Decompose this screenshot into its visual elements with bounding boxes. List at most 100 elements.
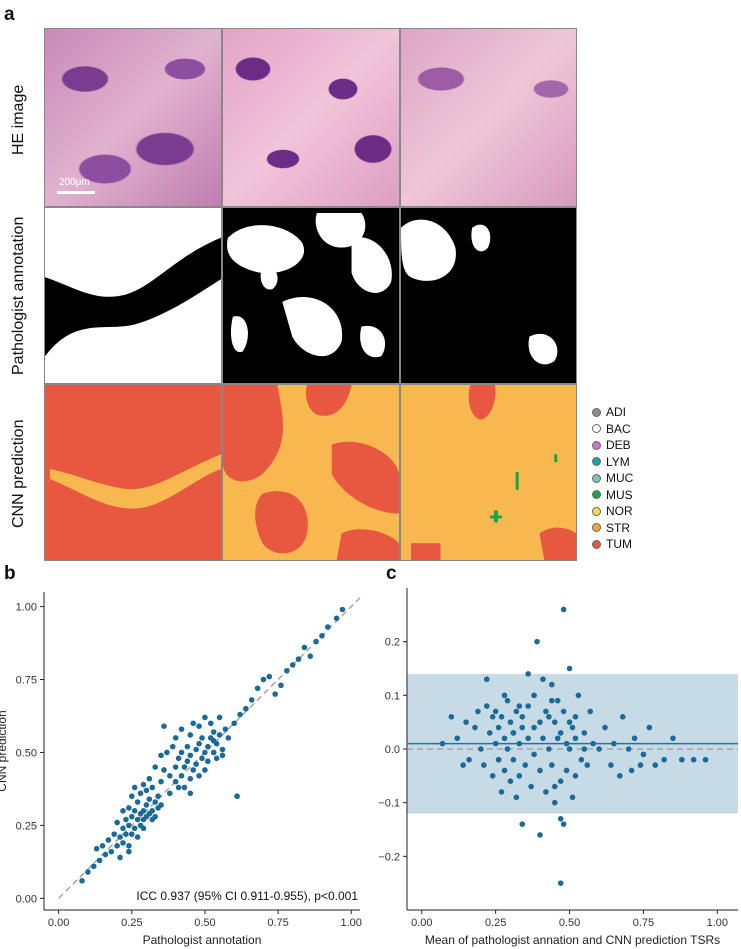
data-point: [554, 697, 561, 704]
legend-item-str: STR: [592, 520, 630, 536]
data-point: [137, 790, 144, 797]
legend-label: MUC: [606, 471, 634, 485]
cnn-tile-1: [44, 384, 222, 561]
data-point: [640, 751, 647, 758]
data-point: [549, 697, 555, 704]
data-point: [207, 720, 214, 727]
data-point: [519, 821, 526, 827]
y-tick-label: 0.2: [385, 637, 400, 649]
data-point: [472, 724, 478, 731]
data-point: [172, 778, 179, 785]
data-point: [126, 822, 132, 829]
data-point: [525, 735, 531, 742]
data-point: [516, 703, 523, 709]
scale-bar: [57, 191, 95, 194]
data-point: [120, 808, 126, 814]
data-point: [537, 767, 543, 774]
data-point: [702, 756, 709, 763]
data-point: [616, 773, 623, 779]
data-point: [483, 703, 490, 709]
data-point: [234, 793, 240, 800]
x-tick-label: 0.00: [48, 917, 69, 929]
data-point: [625, 746, 632, 752]
data-point: [114, 819, 120, 826]
data-point: [611, 740, 617, 747]
data-point: [339, 606, 346, 613]
y-tick-label: 0.25: [16, 820, 37, 832]
data-point: [463, 719, 469, 725]
data-point: [483, 676, 490, 683]
data-point: [140, 781, 147, 788]
data-point: [528, 783, 534, 790]
data-point: [566, 746, 573, 752]
legend-item-deb: DEB: [592, 437, 631, 453]
data-point: [486, 730, 493, 736]
data-point: [210, 729, 217, 735]
data-point: [551, 719, 558, 725]
data-point: [140, 825, 147, 832]
data-point: [123, 831, 129, 837]
data-point: [608, 762, 614, 768]
legend-swatch: [592, 506, 601, 516]
legend-label: LYM: [606, 454, 630, 469]
y-tick-label: 0.75: [16, 675, 37, 687]
row-label-pathologist: Pathologist annotation: [10, 216, 27, 375]
data-point: [152, 799, 158, 805]
data-point: [507, 778, 514, 784]
data-point: [158, 802, 164, 808]
data-point: [140, 808, 147, 814]
y-axis-label: CNN prediction: [0, 710, 9, 791]
data-point: [572, 714, 579, 720]
data-point: [557, 730, 564, 736]
data-point: [196, 772, 202, 779]
annotation-tile-3: [400, 207, 577, 384]
data-point: [475, 708, 481, 715]
data-point: [522, 762, 529, 768]
data-point: [187, 732, 194, 738]
y-tick-label: −0.2: [378, 851, 400, 863]
data-point: [210, 749, 217, 756]
data-point: [637, 762, 644, 768]
data-point: [513, 794, 520, 801]
data-point: [448, 714, 455, 720]
data-point: [489, 714, 496, 720]
data-point: [295, 656, 302, 662]
data-point: [690, 756, 697, 763]
data-point: [584, 762, 591, 768]
legend-swatch: [592, 457, 601, 466]
data-point: [175, 784, 182, 791]
legend-item-lym: LYM: [592, 454, 630, 470]
data-point: [661, 756, 667, 763]
data-point: [549, 681, 555, 688]
data-point: [184, 758, 191, 765]
data-point: [202, 714, 208, 721]
data-point: [216, 714, 223, 721]
data-point: [149, 784, 156, 791]
data-point: [175, 755, 182, 762]
data-point: [143, 802, 150, 808]
data-point: [237, 711, 243, 718]
y-tick-label: 0.1: [385, 690, 400, 702]
data-point: [510, 730, 517, 736]
legend-label: BAC: [606, 421, 631, 436]
data-point: [90, 863, 97, 870]
legend-swatch: [592, 490, 601, 499]
data-point: [566, 719, 573, 725]
data-point: [478, 746, 484, 752]
legend-label: TUM: [606, 537, 632, 551]
cnn-tile-2: [222, 384, 400, 561]
data-point: [117, 834, 123, 840]
data-point: [248, 697, 255, 703]
data-point: [646, 724, 653, 731]
legend-item-bac: BAC: [592, 421, 631, 437]
data-point: [146, 775, 153, 782]
row-label-he: HE image: [10, 84, 27, 155]
data-point: [519, 724, 526, 731]
data-point: [105, 837, 112, 843]
legend-item-mus: MUS: [592, 487, 633, 503]
data-point: [187, 775, 194, 782]
data-point: [495, 756, 502, 763]
data-point: [531, 692, 537, 699]
x-axis-label: Mean of pathologist annation and CNN pre…: [425, 933, 720, 947]
data-point: [164, 749, 170, 756]
